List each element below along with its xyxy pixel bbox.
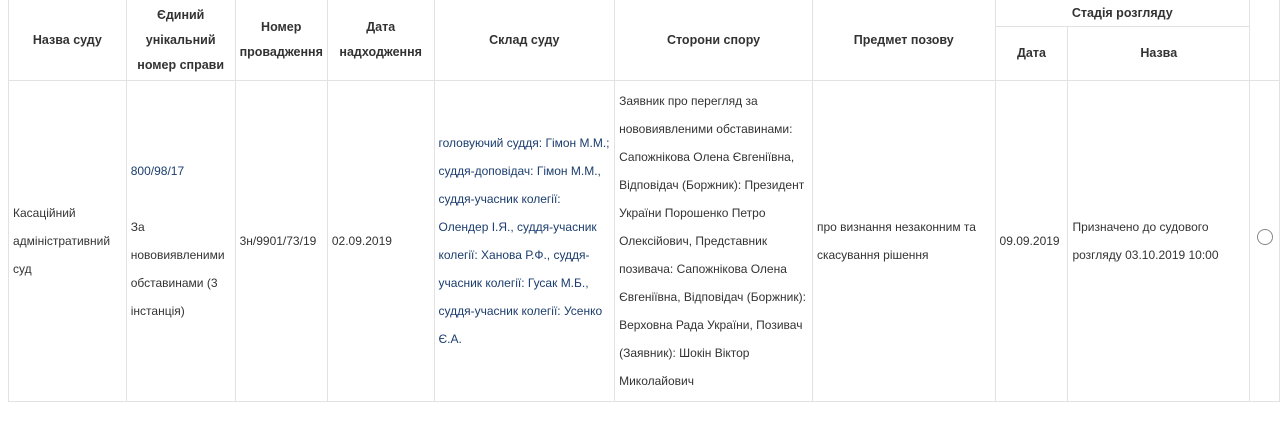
header-composition: Склад суду — [433, 0, 616, 81]
header-stage: Стадія розгляду — [994, 0, 1251, 27]
header-court-name: Назва суду — [8, 0, 127, 81]
header-receipt-date: Дата надходження — [326, 0, 435, 81]
table-row: Касаційний адміністративний суд 800/98/1… — [8, 80, 1280, 402]
cell-proceeding-number: 3н/9901/73/19 — [234, 80, 328, 402]
case-type: За нововиявленими обставинами (3 інстанц… — [130, 220, 225, 318]
cell-stage-name: Призначено до судового розгляду 03.10.20… — [1067, 80, 1251, 402]
case-number-link[interactable]: 800/98/17 — [130, 164, 185, 178]
header-parties: Сторони спору — [614, 0, 813, 81]
cell-select — [1249, 80, 1280, 402]
header-stage-name: Назва — [1067, 26, 1251, 81]
cell-subject: про визнання незаконним та скасування рі… — [811, 80, 996, 402]
cell-receipt-date: 02.09.2019 — [326, 80, 435, 402]
header-stage-date: Дата — [994, 26, 1069, 81]
header-select — [1249, 0, 1280, 81]
header-case-number: Єдиний унікальний номер справи — [125, 0, 236, 81]
row-select-radio[interactable] — [1256, 229, 1273, 245]
cell-court-name: Касаційний адміністративний суд — [8, 80, 127, 402]
cell-case-number: 800/98/17 За нововиявленими обставинами … — [125, 80, 236, 402]
cell-parties: Заявник про перегляд за нововиявленими о… — [614, 80, 813, 402]
cell-stage-date: 09.09.2019 — [994, 80, 1069, 402]
header-subject: Предмет позову — [811, 0, 996, 81]
court-cases-table: Назва суду Єдиний унікальний номер справ… — [8, 0, 1280, 402]
header-proceeding-number: Номер провадження — [234, 0, 328, 81]
cell-composition: головуючий суддя: Гімон М.М.; суддя-допо… — [433, 80, 616, 402]
